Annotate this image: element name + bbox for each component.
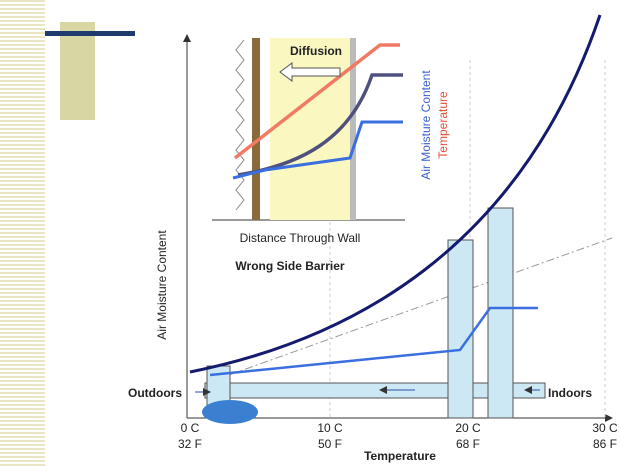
drywall [350,38,356,220]
x-tick-label: 20 C [455,421,481,435]
x-tick-label: 50 F [318,437,342,451]
caption: Wrong Side Barrier [235,259,344,273]
indoors-label: Indoors [548,386,592,400]
x-axis-label: Temperature [364,449,436,463]
sheathing [252,38,260,220]
temperature-line [233,43,400,160]
title-block [60,22,95,120]
diffusion-label: Diffusion [290,44,342,58]
inset-legend-moisture: Air Moisture Content [419,70,433,180]
x-tick-label: 10 C [317,421,343,435]
inset-x-label: Distance Through Wall [240,231,361,245]
x-tick-label: 30 C [592,421,618,435]
diffusion-arrow [279,62,341,82]
inset-legend-temperature: Temperature [436,91,450,159]
x-ticks: 0 C 32 F 10 C 50 F 20 C 68 F 30 C 86 F [178,421,618,451]
water-puddle [202,400,258,424]
inset: Diffusion Air Moisture Content Temperatu… [212,38,450,245]
stripe-decoration [0,0,45,466]
siding [235,39,245,211]
title-bar [45,31,135,36]
x-tick-label: 32 F [178,437,202,451]
moisture-line [209,306,538,377]
ducts [204,207,546,419]
y-axis-label: Air Moisture Content [155,230,169,340]
x-tick-label: 86 F [593,437,617,451]
x-tick-label: 68 F [456,437,480,451]
dew-line [214,237,613,381]
outdoors-label: Outdoors [128,386,182,400]
inset-vapor-line [232,120,403,180]
x-tick-label: 0 C [181,421,200,435]
saturation-curve [189,14,602,374]
